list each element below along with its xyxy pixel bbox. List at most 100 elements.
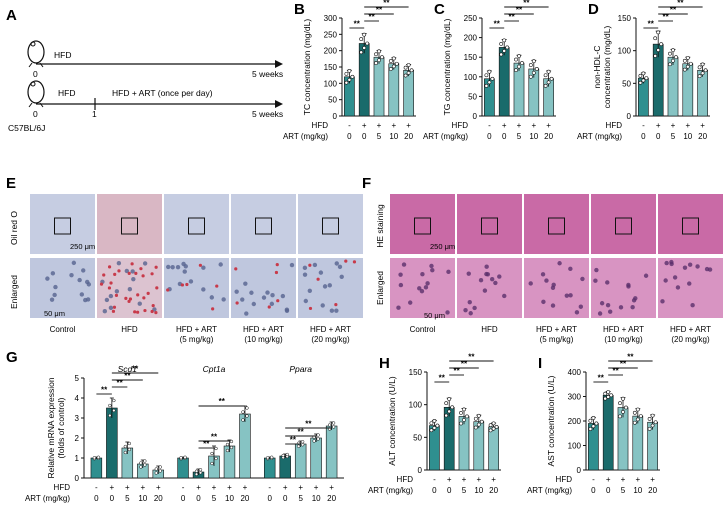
group-label: HFD [481, 325, 498, 334]
cell-nucleus [541, 299, 546, 305]
bar [263, 457, 276, 479]
group-label: HFD + ART [176, 325, 217, 334]
data-point [154, 467, 158, 471]
panel-letter: B [294, 1, 305, 18]
lipid-droplet [139, 267, 143, 271]
data-point [641, 71, 646, 76]
significance-label: ** [670, 6, 677, 15]
cell-nucleus [445, 310, 450, 315]
data-point [462, 418, 466, 422]
significance-label: ** [116, 379, 123, 388]
hfd-row-label: HFD [556, 475, 573, 484]
lipid-droplet [274, 270, 279, 275]
scale-top-e: 250 μm [70, 242, 95, 251]
group-label: HFD + ART [670, 325, 711, 334]
data-point [331, 421, 336, 425]
cell-nucleus [320, 303, 325, 308]
data-point [632, 410, 637, 415]
lipid-droplet [102, 273, 106, 277]
micrograph-overview [231, 194, 296, 254]
cell-nucleus [170, 265, 175, 270]
data-point [685, 64, 690, 69]
data-point [406, 71, 411, 75]
cell-nucleus [334, 308, 339, 313]
data-point [606, 390, 611, 394]
cell-nucleus [303, 298, 309, 304]
lipid-droplet [235, 301, 239, 305]
hfd-value: + [502, 121, 507, 130]
hfd-value: + [700, 121, 705, 130]
hfd-value: + [635, 475, 640, 484]
data-point [546, 69, 551, 74]
cell-nucleus [564, 293, 570, 298]
cell-nucleus [71, 260, 77, 266]
data-point [514, 57, 518, 62]
lipid-droplet [111, 309, 116, 313]
data-point [549, 76, 554, 81]
y-tick-label: 0 [418, 466, 423, 475]
enlarged-label-f: Enlarged [375, 271, 385, 305]
art-value: 20 [698, 132, 707, 141]
cell-nucleus [468, 311, 473, 316]
data-point [697, 65, 702, 70]
cell-nucleus [423, 285, 429, 290]
lipid-droplet [267, 305, 271, 309]
lipid-droplet [334, 302, 338, 307]
data-point [432, 418, 437, 423]
significance-label: ** [290, 436, 297, 445]
data-point [143, 459, 147, 463]
data-point [650, 413, 655, 418]
art-value: 20 [404, 132, 413, 141]
data-point [214, 456, 218, 461]
significance-label: ** [648, 20, 655, 29]
data-point [194, 469, 199, 473]
micrograph-enlarged [457, 258, 522, 318]
data-point [476, 413, 481, 418]
data-point [210, 461, 214, 466]
cell-nucleus [420, 272, 425, 277]
cell-nucleus [408, 300, 413, 305]
hfd-value: + [531, 121, 536, 130]
hfd-value: - [182, 483, 185, 492]
data-point [344, 80, 349, 85]
hfd-value: + [377, 121, 382, 130]
cell-nucleus [593, 278, 598, 283]
data-point [635, 407, 640, 412]
zoom-box [188, 217, 205, 235]
significance-label: ** [439, 374, 446, 383]
hfd-value: + [650, 475, 655, 484]
cell-nucleus [209, 295, 215, 300]
data-point [403, 65, 408, 70]
cell-nucleus [181, 261, 186, 267]
hfd-value: + [125, 483, 130, 492]
cell-nucleus [502, 293, 507, 299]
cell-nucleus [467, 299, 472, 305]
scale-top-f: 250 μm [430, 242, 455, 251]
cell-nucleus [127, 287, 133, 292]
bar [388, 63, 400, 117]
data-point [656, 30, 661, 35]
data-point [588, 427, 593, 431]
data-point [281, 453, 285, 458]
cell-nucleus [270, 293, 275, 298]
panel-f-micrographs: Control HFD HFD + ART(5 mg/kg)HFD + ART(10… [390, 194, 723, 344]
cell-nucleus [608, 309, 613, 314]
art-row-label: ART (mg/kg) [527, 486, 572, 495]
data-point [362, 32, 367, 37]
data-point [659, 42, 664, 47]
cell-nucleus [261, 295, 267, 300]
art-value: 20 [648, 486, 657, 495]
cell-nucleus [540, 272, 546, 277]
data-point [444, 413, 449, 418]
cell-nucleus [201, 265, 206, 270]
significance-label: ** [383, 0, 390, 8]
zoom-box [414, 217, 431, 235]
cell-nucleus [643, 273, 649, 278]
data-point [459, 421, 463, 426]
data-point [476, 422, 481, 427]
lipid-droplet [180, 283, 185, 287]
panel-e-labels: Oil red O Enlarged 250 μm 50 μm [9, 211, 95, 318]
cell-nucleus [50, 271, 56, 276]
cell-nucleus [695, 264, 700, 269]
